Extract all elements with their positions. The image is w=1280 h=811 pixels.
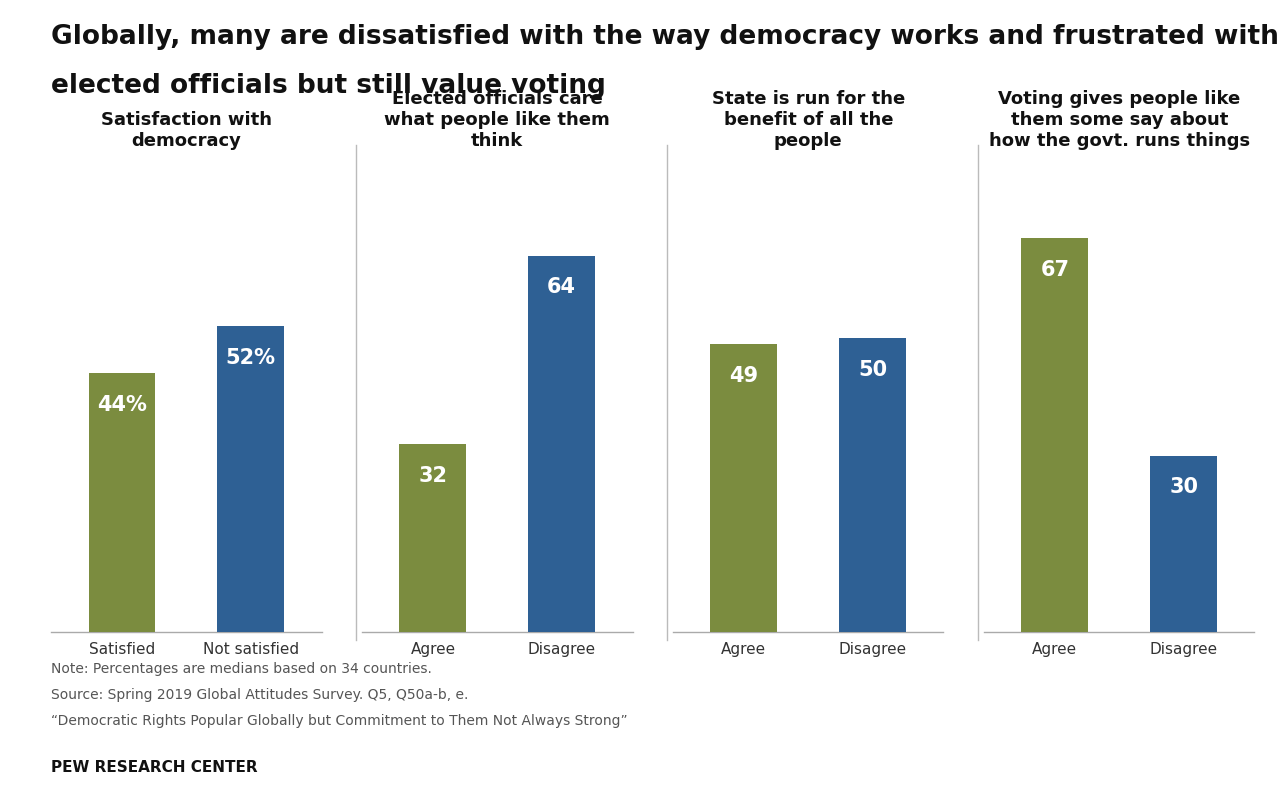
Text: elected officials but still value voting: elected officials but still value voting	[51, 73, 605, 99]
Bar	[88, 374, 155, 633]
Text: 32: 32	[419, 465, 448, 485]
Title: Voting gives people like
them some say about
how the govt. runs things: Voting gives people like them some say a…	[988, 90, 1249, 149]
Bar	[529, 256, 595, 633]
Text: 44%: 44%	[97, 394, 147, 414]
Text: Note: Percentages are medians based on 34 countries.: Note: Percentages are medians based on 3…	[51, 661, 433, 675]
Bar	[710, 345, 777, 633]
Text: “Democratic Rights Popular Globally but Commitment to Them Not Always Strong”: “Democratic Rights Popular Globally but …	[51, 713, 627, 727]
Text: 50: 50	[858, 359, 887, 380]
Text: PEW RESEARCH CENTER: PEW RESEARCH CENTER	[51, 759, 257, 774]
Text: 67: 67	[1041, 260, 1069, 279]
Text: 30: 30	[1169, 477, 1198, 497]
Title: Satisfaction with
democracy: Satisfaction with democracy	[101, 111, 271, 149]
Text: Globally, many are dissatisfied with the way democracy works and frustrated with: Globally, many are dissatisfied with the…	[51, 24, 1279, 50]
Bar	[1151, 456, 1217, 633]
Text: 49: 49	[730, 365, 759, 385]
Bar	[399, 444, 466, 633]
Text: 64: 64	[548, 277, 576, 297]
Bar	[218, 327, 284, 633]
Title: State is run for the
benefit of all the
people: State is run for the benefit of all the …	[712, 90, 905, 149]
Text: 52%: 52%	[225, 347, 275, 367]
Text: Source: Spring 2019 Global Attitudes Survey. Q5, Q50a-b, e.: Source: Spring 2019 Global Attitudes Sur…	[51, 687, 468, 701]
Title: Elected officials care
what people like them
think: Elected officials care what people like …	[384, 90, 611, 149]
Bar	[840, 339, 906, 633]
Bar	[1021, 238, 1088, 633]
